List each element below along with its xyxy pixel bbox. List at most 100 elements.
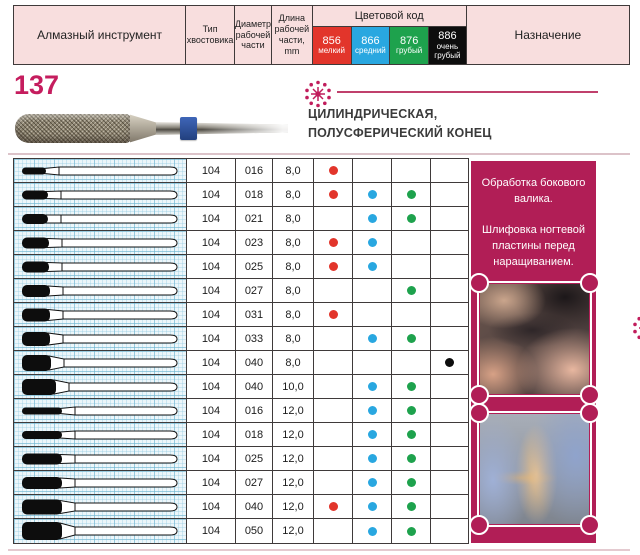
grit-cell-856 — [314, 159, 353, 182]
grit-label: мелкий — [318, 46, 346, 56]
grit-cell-866 — [353, 231, 392, 254]
grit-dot-856 — [328, 166, 338, 175]
shank-type-value: 104 — [187, 447, 236, 470]
header-color-code: Цветовой код — [312, 6, 466, 27]
length-value: 10,0 — [273, 375, 314, 398]
bur-schematic — [22, 284, 178, 297]
grit-cell-876 — [392, 351, 431, 374]
grit-dot-866 — [367, 478, 377, 487]
diameter-value: 031 — [236, 303, 273, 326]
bur-schematic-cell — [14, 375, 187, 398]
bur-schematic — [22, 378, 178, 395]
photo-frame-2 — [469, 403, 600, 535]
length-value: 12,0 — [273, 471, 314, 494]
grit-dot-876 — [406, 526, 416, 536]
bur-schematic — [22, 499, 178, 514]
diameter-value: 016 — [236, 159, 273, 182]
grit-dot-876 — [406, 214, 416, 223]
grit-cell-886 — [431, 183, 468, 206]
grit-cell-876 — [392, 423, 431, 446]
grit-dot-856 — [328, 310, 338, 319]
grit-cell-866 — [353, 279, 392, 302]
purpose-text-1: Обработка бокового валика. — [481, 177, 586, 205]
grit-dot-866 — [367, 502, 377, 511]
diameter-value: 040 — [236, 351, 273, 374]
table-row: 104 016 12,0 — [14, 399, 468, 423]
grit-dot-856 — [328, 238, 338, 247]
diameter-value: 025 — [236, 255, 273, 278]
length-value: 12,0 — [273, 399, 314, 422]
bur-photo — [10, 107, 290, 153]
table-row: 104 025 8,0 — [14, 255, 468, 279]
frame-corner — [469, 515, 489, 535]
shank-type-value: 104 — [187, 471, 236, 494]
photo-frame-1 — [469, 273, 600, 405]
product-number: 137 — [14, 70, 60, 100]
grit-dot-876 — [406, 190, 416, 199]
catalog-table-body: 104 016 8,0 104 018 8,0 104 021 8,0 104 023 8,0 … — [13, 158, 469, 544]
bur-schematic — [22, 453, 178, 464]
bur-schematic-cell — [14, 495, 187, 518]
header-diameter: Диаметр рабочей части — [235, 6, 272, 64]
grit-dot-876 — [406, 454, 416, 463]
shape-title: ЦИЛИНДРИЧЕСКАЯ, ПОЛУСФЕРИЧЕСКИЙ КОНЕЦ — [308, 105, 492, 143]
application-photo-manicure — [480, 414, 589, 524]
length-value: 8,0 — [273, 279, 314, 302]
grit-dot-866 — [367, 262, 377, 271]
grit-cell-876 — [392, 303, 431, 326]
grit-cell-856 — [314, 303, 353, 326]
length-value: 8,0 — [273, 327, 314, 350]
shank-type-value: 104 — [187, 327, 236, 350]
bur-schematic-cell — [14, 519, 187, 543]
frame-corner — [580, 273, 600, 293]
table-row: 104 023 8,0 — [14, 231, 468, 255]
grit-code: 856 — [322, 34, 341, 47]
bur-schematic — [22, 237, 178, 248]
bur-schematic-cell — [14, 279, 187, 302]
bur-schematic — [22, 405, 178, 416]
shank-type-value: 104 — [187, 399, 236, 422]
grit-label: грубый — [396, 46, 423, 56]
length-value: 8,0 — [273, 255, 314, 278]
grit-cell-856 — [314, 423, 353, 446]
diameter-value: 033 — [236, 327, 273, 350]
grit-cell-886 — [431, 255, 468, 278]
snowflake-icon — [305, 80, 331, 108]
bur-blue-band — [180, 117, 197, 140]
grit-label: средний — [355, 46, 386, 56]
grit-cell-866 — [353, 303, 392, 326]
shape-title-line1: ЦИЛИНДРИЧЕСКАЯ, — [308, 107, 438, 121]
table-row: 104 027 8,0 — [14, 279, 468, 303]
grit-cell-886 — [431, 423, 468, 446]
diameter-value: 021 — [236, 207, 273, 230]
length-value: 8,0 — [273, 303, 314, 326]
shank-type-value: 104 — [187, 375, 236, 398]
length-value: 12,0 — [273, 519, 314, 543]
length-value: 12,0 — [273, 447, 314, 470]
length-value: 8,0 — [273, 207, 314, 230]
grit-cell-866 — [353, 471, 392, 494]
grit-cell-876 — [392, 495, 431, 518]
bur-schematic-cell — [14, 447, 187, 470]
grit-cell-886 — [431, 303, 468, 326]
grit-cell-886 — [431, 159, 468, 182]
grit-dot-876 — [406, 334, 416, 343]
grit-legend-866: 866 средний — [351, 27, 391, 64]
frame-corner — [469, 273, 489, 293]
grit-cell-866 — [353, 327, 392, 350]
diameter-value: 040 — [236, 375, 273, 398]
grit-cell-886 — [431, 375, 468, 398]
bur-neck — [130, 114, 157, 143]
table-row: 104 040 8,0 — [14, 351, 468, 375]
grit-cell-856 — [314, 375, 353, 398]
diameter-value: 025 — [236, 447, 273, 470]
grit-cell-856 — [314, 351, 353, 374]
grit-code: 876 — [399, 34, 419, 47]
table-row: 104 040 12,0 — [14, 495, 468, 519]
frame-corner — [580, 385, 600, 405]
grit-cell-866 — [353, 399, 392, 422]
diameter-value: 023 — [236, 231, 273, 254]
grit-dot-876 — [406, 478, 416, 487]
header-purpose: Назначение — [514, 28, 582, 42]
grit-cell-866 — [353, 255, 392, 278]
